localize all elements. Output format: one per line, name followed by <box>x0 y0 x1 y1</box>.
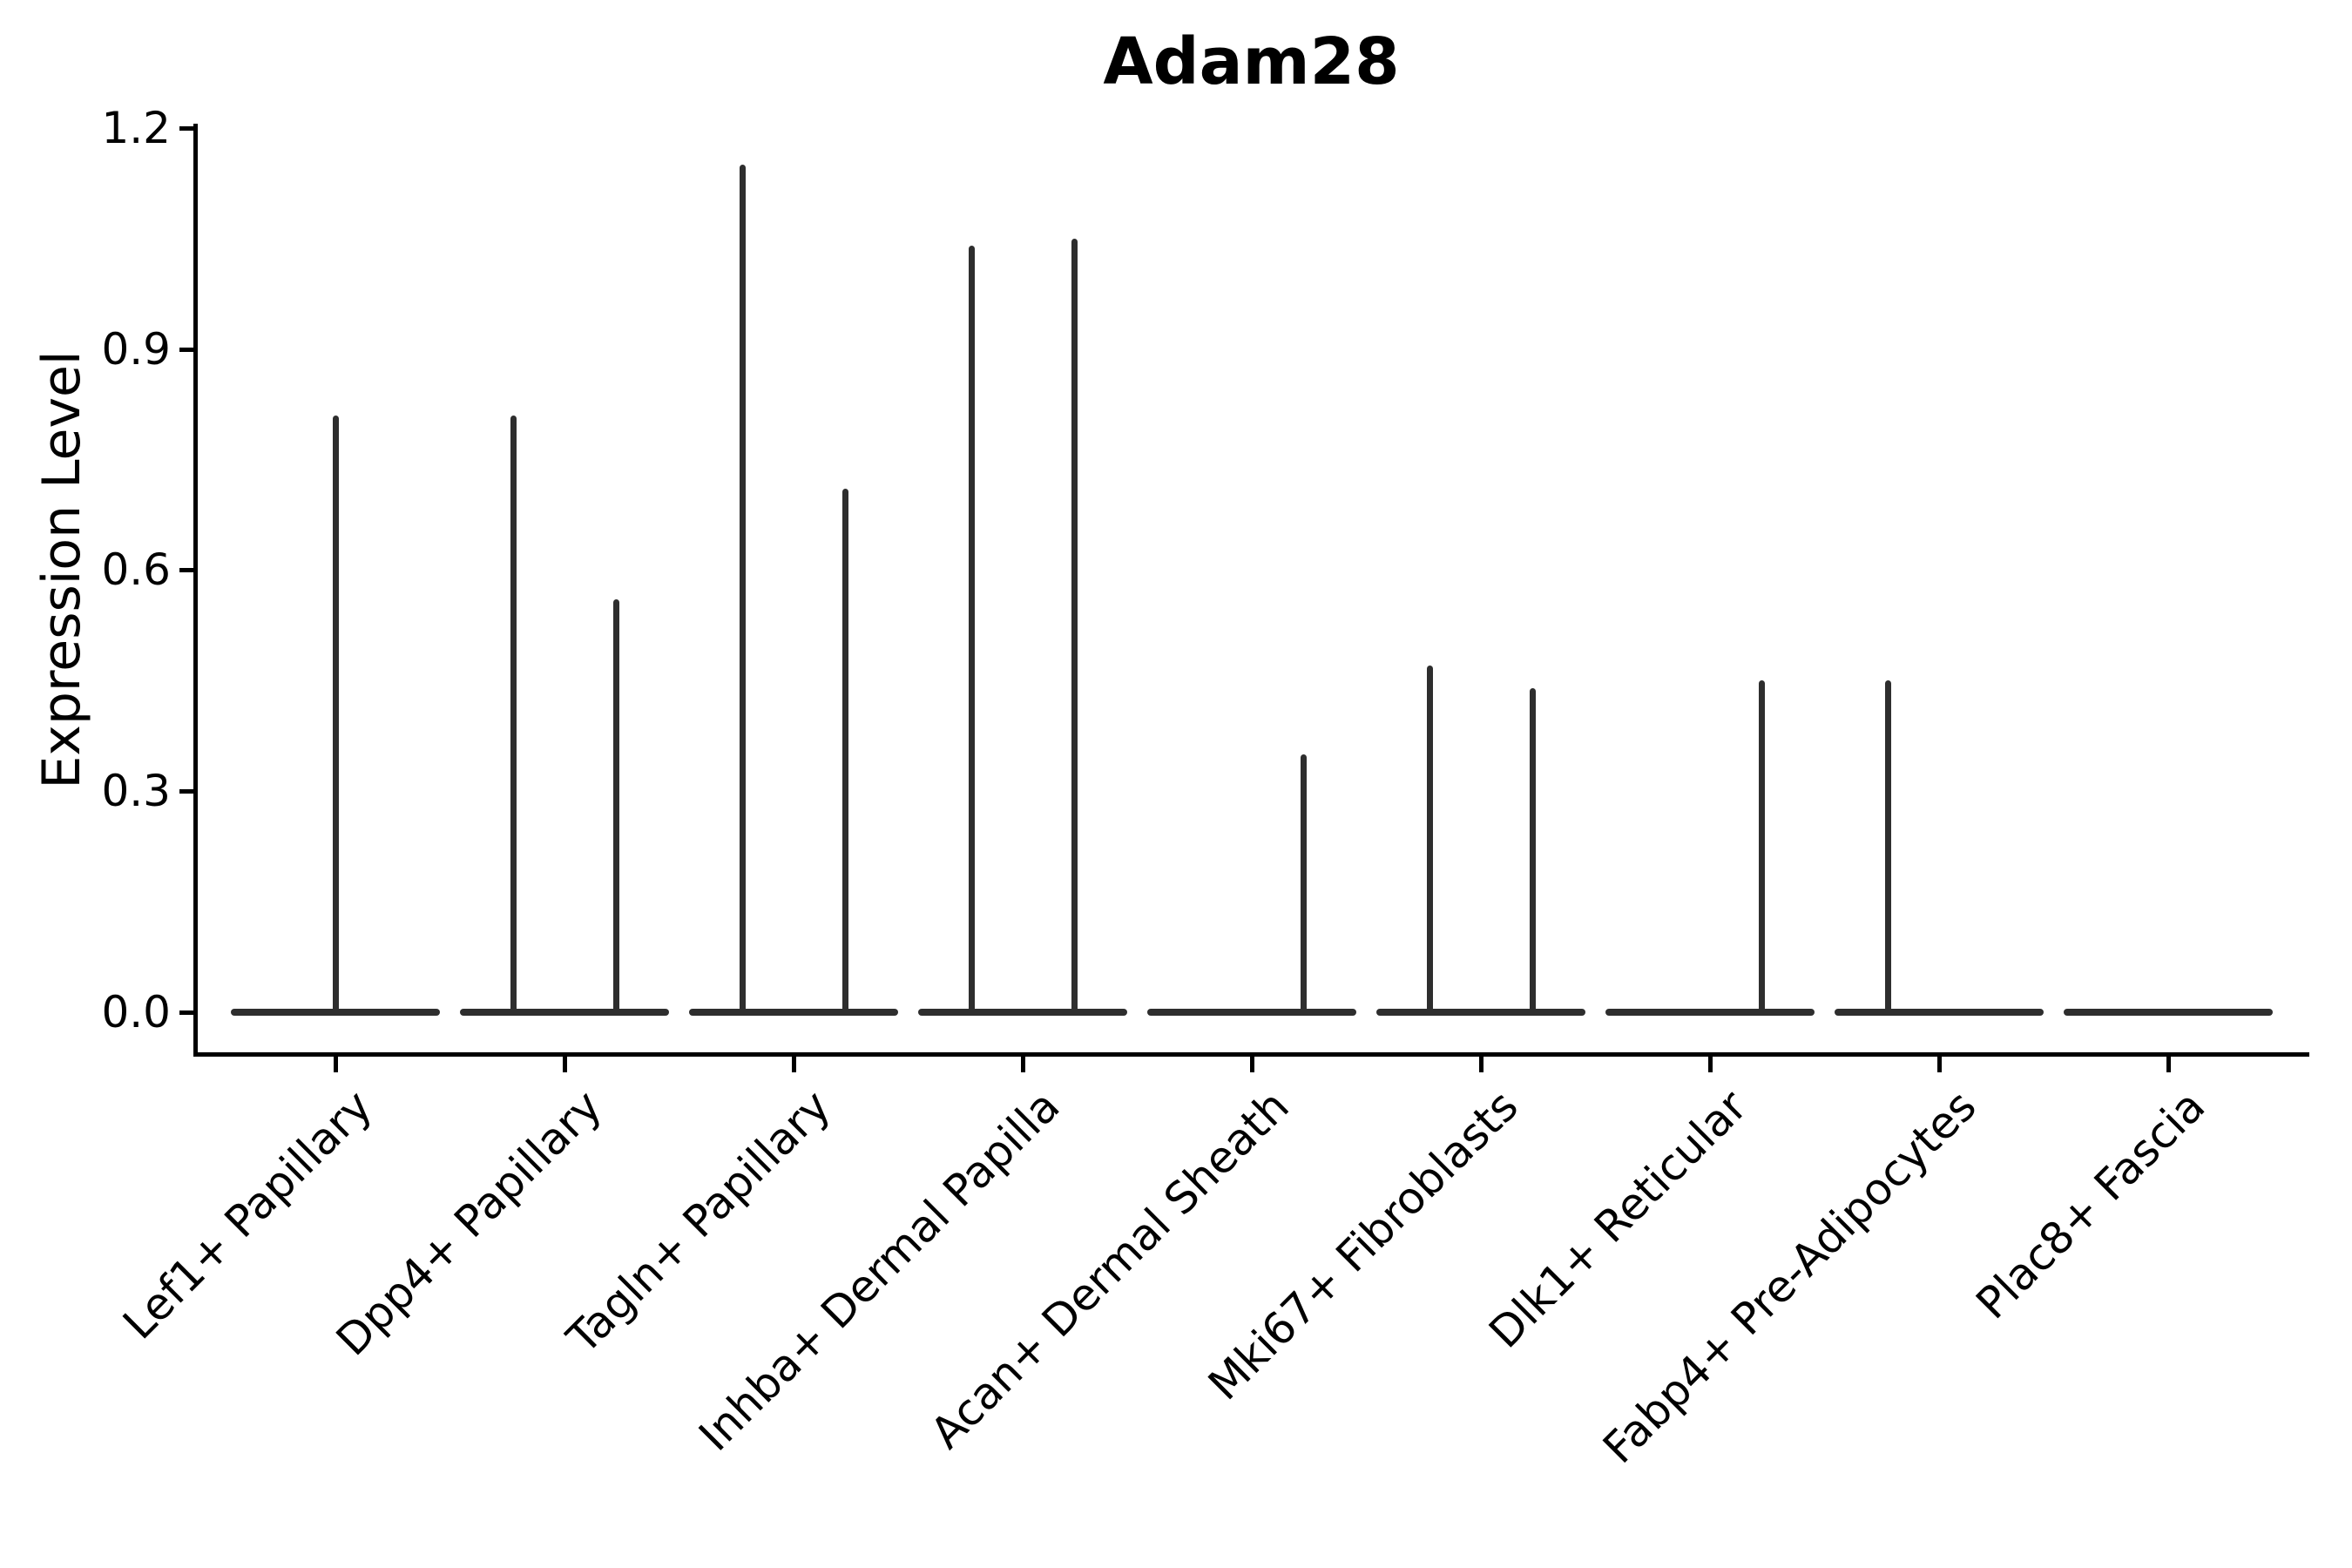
x-tick-mark <box>1250 1057 1254 1072</box>
y-tick-mark <box>179 126 193 131</box>
violin-max-spike <box>1071 239 1078 1016</box>
violin-max-spike <box>510 416 517 1016</box>
y-tick-label: 0.0 <box>101 987 171 1037</box>
x-axis-spine <box>193 1052 2309 1057</box>
chart-title: Adam28 <box>1103 24 1400 99</box>
violin-max-spike <box>842 489 848 1016</box>
violin-max-spike <box>613 599 619 1016</box>
y-tick-label: 1.2 <box>101 103 171 153</box>
y-tick-label: 0.6 <box>101 544 171 595</box>
y-tick-label: 0.9 <box>101 324 171 375</box>
violin-max-spike <box>969 246 975 1016</box>
x-tick-mark <box>792 1057 796 1072</box>
violin-baseline <box>918 1009 1127 1016</box>
y-tick-mark <box>179 789 193 794</box>
x-tick-label: Lef1+ Papillary <box>113 1080 382 1349</box>
violin-baseline <box>1835 1009 2044 1016</box>
y-tick-label: 0.3 <box>101 766 171 816</box>
x-tick-mark <box>1021 1057 1025 1072</box>
y-tick-mark <box>179 568 193 572</box>
violin-baseline <box>689 1009 898 1016</box>
x-tick-mark <box>334 1057 338 1072</box>
violin-baseline <box>1147 1009 1356 1016</box>
x-tick-mark <box>563 1057 567 1072</box>
x-tick-label: Plac8+ Fascia <box>1966 1080 2215 1329</box>
violin-baseline <box>460 1009 669 1016</box>
violin-max-spike <box>1301 754 1307 1016</box>
violin-max-spike <box>1530 688 1536 1016</box>
violin-max-spike <box>1427 666 1433 1016</box>
x-tick-mark <box>1479 1057 1484 1072</box>
violin-baseline <box>2064 1009 2273 1016</box>
y-axis-spine <box>193 124 198 1057</box>
x-tick-label: Fabp4+ Pre-Adipocytes <box>1593 1080 1986 1474</box>
violin-max-spike <box>740 165 746 1016</box>
y-tick-mark <box>179 1010 193 1015</box>
violin-max-spike <box>1759 680 1765 1016</box>
violin-max-spike <box>333 416 339 1016</box>
violin-baseline <box>1376 1009 1585 1016</box>
violin-max-spike <box>1885 680 1891 1016</box>
violin-baseline <box>1605 1009 1815 1016</box>
y-tick-mark <box>179 348 193 352</box>
x-tick-mark <box>2166 1057 2171 1072</box>
x-tick-mark <box>1708 1057 1713 1072</box>
x-tick-mark <box>1937 1057 1942 1072</box>
